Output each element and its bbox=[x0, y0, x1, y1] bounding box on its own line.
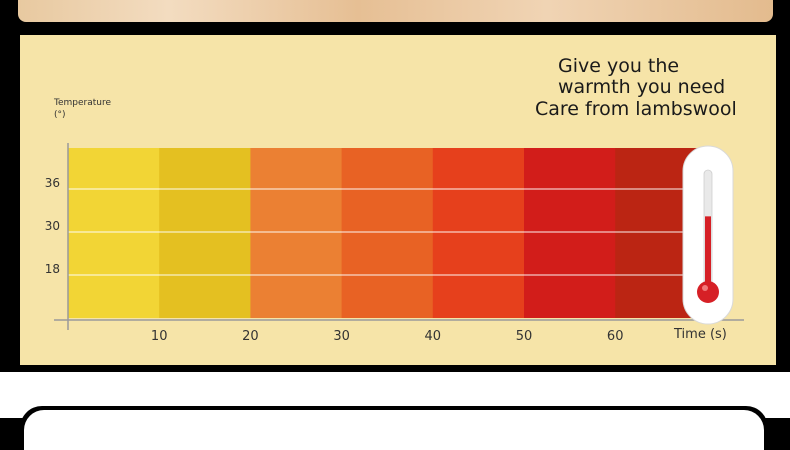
temperature-band-4 bbox=[341, 148, 434, 318]
slogan-line-3: Care from lambswool bbox=[535, 98, 737, 120]
top-product-photo-strip bbox=[18, 0, 773, 22]
y-axis-unit: (°) bbox=[54, 110, 66, 120]
y-tick-label: 36 bbox=[45, 176, 60, 190]
slogan-line-1: Give you the bbox=[558, 55, 680, 77]
y-axis-label: Temperature bbox=[53, 98, 111, 108]
x-axis-label: Time (s) bbox=[673, 327, 727, 342]
temperature-band-5 bbox=[432, 148, 525, 318]
x-tick-label: 10 bbox=[151, 329, 168, 344]
bottom-card bbox=[24, 410, 764, 450]
x-tick-label: 50 bbox=[516, 329, 533, 344]
temperature-time-chart: Temperature (°) 36 30 18 10 20 30 40 50 60 Time… bbox=[45, 98, 744, 344]
thermometer-icon bbox=[682, 145, 734, 325]
temperature-band-1 bbox=[68, 148, 160, 318]
x-tick-label: 40 bbox=[425, 329, 442, 344]
temperature-band-3 bbox=[250, 148, 343, 318]
x-tick-label: 60 bbox=[607, 329, 624, 344]
temperature-band-2 bbox=[159, 148, 251, 318]
x-tick-label: 30 bbox=[333, 329, 350, 344]
slogan-line-2: warmth you need bbox=[558, 76, 726, 98]
y-tick-label: 30 bbox=[45, 219, 60, 233]
y-tick-label: 18 bbox=[45, 262, 60, 276]
temperature-band-6 bbox=[524, 148, 616, 318]
x-tick-label: 20 bbox=[242, 329, 259, 344]
